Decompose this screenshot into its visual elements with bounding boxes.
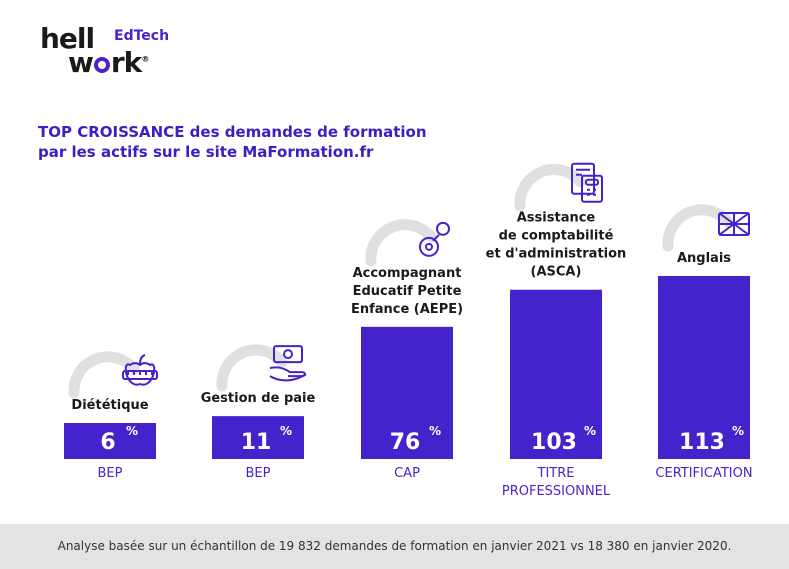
level-label: BEP	[98, 466, 123, 481]
percent-sign: %	[429, 424, 441, 438]
level-label: TITRE	[537, 466, 575, 481]
footer-note: Analyse basée sur un échantillon de 19 8…	[57, 539, 732, 553]
logo-line1: hell	[40, 22, 95, 55]
category-label: Accompagnant	[353, 266, 462, 281]
decorative-arc	[365, 219, 437, 267]
bar	[361, 326, 453, 459]
category-label: Anglais	[677, 251, 731, 266]
hellowork-edtech-logo: hell w rk® EdTech	[38, 22, 178, 80]
uk-flag-icon	[718, 212, 750, 236]
category-label: et d'administration	[486, 247, 627, 262]
bar-value-label: 103	[531, 430, 577, 455]
level-label: CAP	[394, 466, 420, 481]
bar	[510, 289, 602, 459]
apple-measure-icon	[122, 354, 158, 386]
percent-sign: %	[126, 424, 138, 438]
category-label: de comptabilité	[499, 229, 614, 244]
category-label: Educatif Petite	[353, 284, 462, 299]
decorative-arc	[68, 351, 140, 399]
bar	[658, 276, 750, 459]
level-label: BEP	[246, 466, 271, 481]
pacifier-icon	[419, 221, 450, 257]
title-line1: TOP CROISSANCE des demandes de formation	[38, 123, 427, 141]
percent-sign: %	[280, 424, 292, 438]
logo-line2: w rk®	[68, 46, 149, 79]
decorative-arc	[514, 164, 586, 212]
chart-title: TOP CROISSANCE des demandes de formation…	[38, 122, 427, 162]
footer: Analyse basée sur un échantillon de 19 8…	[0, 524, 789, 569]
bar-value-label: 6	[100, 430, 115, 455]
category-label: Assistance	[517, 211, 596, 226]
calculator-document-icon	[571, 162, 603, 203]
bar-chart: 6 % Diététique BEP 11 % Gestion de paie BEP 76 % A…	[64, 162, 753, 499]
category-label: Gestion de paie	[201, 391, 316, 406]
money-hand-icon	[269, 345, 307, 382]
bar-value-label: 113	[679, 430, 725, 455]
title-line2: par les actifs sur le site MaFormation.f…	[38, 143, 374, 161]
level-label: CERTIFICATION	[655, 466, 752, 481]
level-label: PROFESSIONNEL	[502, 484, 611, 499]
bar	[64, 423, 156, 459]
bar-value-label: 76	[390, 430, 421, 455]
percent-sign: %	[584, 424, 596, 438]
category-label: (ASCA)	[531, 265, 582, 280]
percent-sign: %	[732, 424, 744, 438]
category-label: Enfance (AEPE)	[351, 302, 463, 317]
category-label: Diététique	[71, 398, 148, 413]
bar-value-label: 11	[241, 430, 272, 455]
bar	[212, 416, 304, 459]
logo-edtech: EdTech	[114, 28, 170, 44]
